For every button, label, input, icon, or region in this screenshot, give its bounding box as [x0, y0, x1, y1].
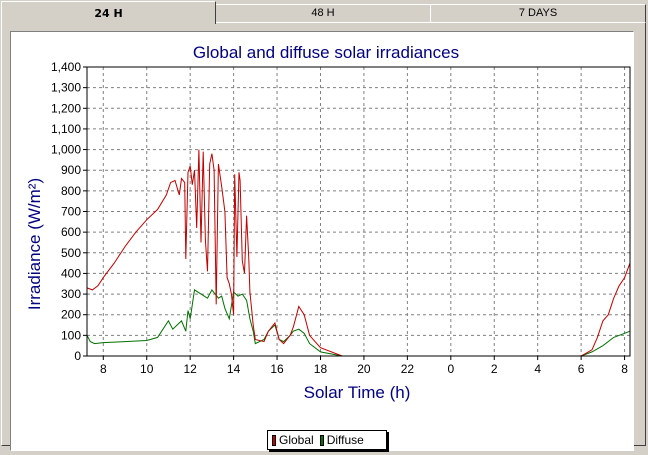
x-tick-label: 8 — [100, 362, 107, 376]
x-tick-label: 6 — [578, 362, 585, 376]
x-tick-label: 12 — [183, 362, 197, 376]
tab-48h[interactable]: 48 H — [215, 4, 431, 22]
y-tick-label: 1,300 — [51, 81, 81, 95]
chart-area: Global and diffuse solar irradiances Irr… — [10, 31, 634, 451]
y-tick-label: 200 — [61, 308, 81, 322]
tab-7-days[interactable]: 7 DAYS — [430, 4, 646, 22]
y-tick-label: 0 — [74, 349, 81, 363]
x-tick-label: 22 — [401, 362, 415, 376]
y-axis-ticks: 0 100 200 300 400 500 600 700 800 900 1,000 1,100 1,… — [51, 60, 87, 363]
x-tick-label: 2 — [491, 362, 498, 376]
x-tick-label: 10 — [140, 362, 154, 376]
x-tick-label: 18 — [314, 362, 328, 376]
legend-swatch-diffuse — [319, 434, 324, 446]
x-tick-label: 20 — [357, 362, 371, 376]
plot-border — [86, 66, 631, 357]
y-tick-label: 1,400 — [51, 60, 81, 74]
y-tick-label: 100 — [61, 328, 81, 342]
y-tick-label: 1,200 — [51, 101, 81, 115]
x-tick-label: 16 — [270, 362, 284, 376]
y-tick-label: 500 — [61, 246, 81, 260]
x-axis-label: Solar Time (h) — [304, 383, 411, 402]
grid-lines — [87, 67, 630, 356]
x-tick-label: 0 — [447, 362, 454, 376]
chart-legend: Global Diffuse — [267, 430, 387, 450]
tab-24h[interactable]: 24 H — [1, 1, 216, 24]
y-tick-label: 900 — [61, 163, 81, 177]
irradiance-chart: Global and diffuse solar irradiances Irr… — [25, 43, 631, 402]
legend-swatch-global — [272, 434, 276, 446]
legend-label-diffuse: Diffuse — [326, 433, 364, 447]
y-tick-label: 1,100 — [51, 122, 81, 136]
y-tick-label: 600 — [61, 225, 81, 239]
x-tick-label: 4 — [534, 362, 541, 376]
y-axis-label: Irradiance (W/m²) — [25, 178, 44, 310]
y-tick-label: 400 — [61, 266, 81, 280]
chart-title: Global and diffuse solar irradiances — [193, 43, 459, 62]
y-tick-label: 300 — [61, 287, 81, 301]
y-tick-label: 800 — [61, 184, 81, 198]
x-tick-label: 14 — [227, 362, 241, 376]
y-tick-label: 700 — [61, 205, 81, 219]
x-axis-ticks: 8 10 12 14 16 18 20 22 0 2 4 6 8 — [100, 356, 628, 376]
legend-label-global: Global — [279, 433, 314, 447]
x-tick-label: 8 — [621, 362, 628, 376]
tab-bar: 24 H 48 H 7 DAYS — [0, 0, 648, 24]
y-tick-label: 1,000 — [51, 143, 81, 157]
tab-panel: Global and diffuse solar irradiances Irr… — [1, 22, 646, 451]
